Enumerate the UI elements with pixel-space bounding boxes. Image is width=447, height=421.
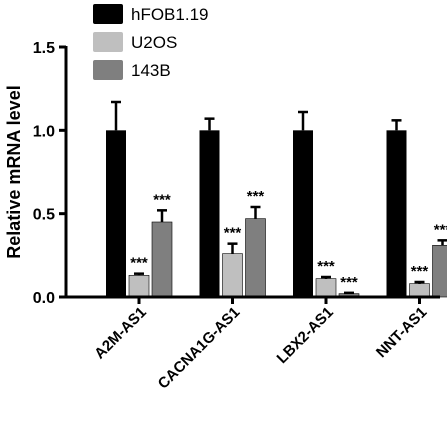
- y-tick-label: 0.5: [33, 207, 55, 224]
- legend-label: U2OS: [131, 33, 177, 52]
- bar-143B-NNT-AS1: [433, 245, 447, 297]
- bar-U2OS-NNT-AS1: [410, 284, 430, 297]
- bar-hFOB1.19-CACNA1G-AS1: [200, 130, 220, 297]
- y-tick-label: 1.0: [33, 123, 55, 140]
- x-tick-label: NNT-AS1: [373, 304, 430, 361]
- significance-label: ***: [247, 188, 265, 205]
- legend-swatch-U2OS: [93, 32, 123, 52]
- legend: hFOB1.19 U2OS 143B: [93, 4, 209, 80]
- y-tick-label: 1.5: [33, 40, 55, 57]
- bar-hFOB1.19-LBX2-AS1: [293, 130, 313, 297]
- y-axis: 0.0 0.5 1.0 1.5: [33, 40, 66, 307]
- x-tick-label: A2M-AS1: [91, 304, 150, 363]
- bar-U2OS-A2M-AS1: [129, 275, 149, 297]
- significance-label: ***: [340, 274, 358, 291]
- legend-swatch-143B: [93, 60, 123, 80]
- significance-label: ***: [153, 191, 171, 208]
- significance-label: ***: [130, 255, 148, 272]
- bar-U2OS-CACNA1G-AS1: [223, 254, 243, 297]
- significance-label: ***: [224, 225, 242, 242]
- bars-group: *** *** *** *** *** *** *** ***: [106, 102, 447, 297]
- significance-label: ***: [411, 263, 429, 280]
- significance-label: ***: [317, 258, 335, 275]
- bar-143B-A2M-AS1: [152, 222, 172, 297]
- x-tick-label: CACNA1G-AS1: [155, 304, 244, 393]
- y-axis-title: Relative mRNA level: [4, 85, 24, 258]
- legend-label: 143B: [131, 61, 171, 80]
- bar-hFOB1.19-NNT-AS1: [387, 130, 407, 297]
- y-tick-label: 0.0: [33, 290, 55, 307]
- legend-swatch-hFOB1.19: [93, 4, 123, 24]
- x-tick-label: LBX2-AS1: [274, 304, 337, 367]
- bar-143B-CACNA1G-AS1: [246, 219, 266, 297]
- bar-hFOB1.19-A2M-AS1: [106, 130, 126, 297]
- y-axis-title-group: Relative mRNA level: [4, 85, 24, 258]
- legend-label: hFOB1.19: [131, 5, 209, 24]
- bar-U2OS-LBX2-AS1: [316, 279, 336, 297]
- significance-label: ***: [434, 221, 447, 238]
